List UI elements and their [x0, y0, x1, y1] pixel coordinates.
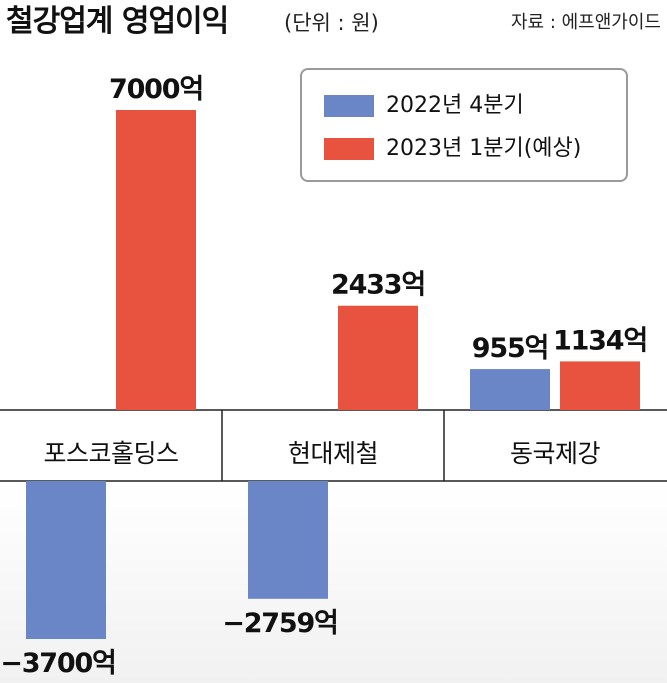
bar-s1-c0 [116, 110, 196, 410]
bar-label-s0-c2: 955억 [472, 333, 548, 364]
legend: 2022년 4분기 2023년 1분기(예상) [300, 68, 628, 182]
category-label-1: 현대제철 [288, 439, 378, 468]
bar-label-s0-c1: −2759억 [222, 608, 337, 639]
negative-region-background [0, 481, 667, 683]
legend-label-q4-2022: 2022년 4분기 [386, 93, 524, 118]
bar-s1-c1 [338, 305, 418, 410]
source-label: 자료 : 에프앤가이드 [511, 12, 661, 33]
unit-label: (단위 : 원) [284, 11, 379, 35]
bar-s1-c2 [560, 361, 640, 410]
bar-s0-c1 [248, 481, 328, 599]
category-label-0: 포스코홀딩스 [43, 439, 178, 468]
bar-label-s0-c0: −3700억 [0, 648, 115, 679]
legend-label-q1-2023: 2023년 1분기(예상) [386, 136, 582, 161]
bar-s0-c0 [26, 481, 106, 639]
category-label-2: 동국제강 [510, 439, 601, 468]
chart-title: 철강업계 영업이익 [6, 4, 229, 39]
legend-swatch-q1-2023 [324, 138, 374, 160]
bar-label-s1-c1: 2433억 [331, 270, 425, 301]
bar-label-s1-c2: 1134억 [553, 325, 647, 356]
bar-s0-c2 [470, 369, 550, 410]
legend-swatch-q4-2022 [324, 95, 374, 117]
bar-label-s1-c0: 7000억 [109, 74, 203, 105]
